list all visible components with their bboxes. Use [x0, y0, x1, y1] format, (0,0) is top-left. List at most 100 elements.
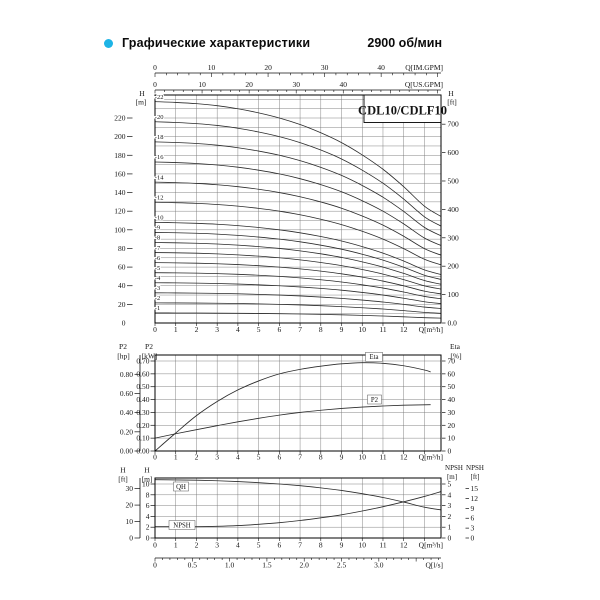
svg-text:4: 4 [236, 325, 240, 334]
svg-text:160: 160 [114, 169, 126, 178]
svg-text:9: 9 [340, 541, 344, 550]
svg-text:-20: -20 [155, 114, 164, 121]
svg-text:-5: -5 [155, 265, 160, 272]
svg-text:80: 80 [118, 244, 126, 253]
svg-text:10: 10 [126, 517, 134, 526]
svg-text:1.0: 1.0 [225, 561, 235, 570]
svg-text:-16: -16 [155, 154, 164, 161]
svg-text:0: 0 [153, 541, 157, 550]
svg-text:0: 0 [471, 534, 475, 543]
svg-text:[m]: [m] [447, 473, 457, 481]
svg-text:9: 9 [471, 504, 475, 513]
svg-text:200: 200 [448, 262, 460, 271]
svg-text:700: 700 [448, 120, 460, 129]
svg-text:20: 20 [118, 300, 126, 309]
svg-text:30: 30 [448, 408, 456, 417]
svg-text:[kW]: [kW] [142, 352, 158, 361]
svg-text:12: 12 [471, 494, 479, 503]
svg-text:10: 10 [208, 63, 216, 72]
svg-text:Q[IM.GPM]: Q[IM.GPM] [405, 63, 443, 72]
page-title: Графические характеристики [122, 36, 311, 50]
svg-text:P2: P2 [119, 342, 127, 351]
header: Графические характеристики 2900 об/мин [0, 35, 600, 53]
svg-text:0.00: 0.00 [120, 447, 133, 456]
svg-text:20: 20 [264, 63, 272, 72]
svg-text:40: 40 [340, 80, 348, 89]
svg-text:P2: P2 [145, 342, 153, 351]
svg-text:5: 5 [257, 541, 261, 550]
svg-text:H: H [144, 466, 150, 475]
svg-text:20: 20 [448, 421, 456, 430]
svg-text:6: 6 [471, 514, 475, 523]
svg-text:600: 600 [448, 148, 460, 157]
svg-text:6: 6 [277, 453, 281, 462]
svg-text:3.0: 3.0 [374, 561, 384, 570]
svg-text:2: 2 [195, 325, 199, 334]
svg-text:2: 2 [195, 453, 199, 462]
svg-text:0.10: 0.10 [136, 434, 149, 443]
bullet-icon [104, 39, 113, 48]
svg-text:4: 4 [236, 541, 240, 550]
svg-text:-22: -22 [155, 94, 164, 101]
svg-text:0.70: 0.70 [136, 357, 149, 366]
svg-text:4: 4 [146, 512, 150, 521]
svg-text:6: 6 [277, 541, 281, 550]
svg-text:12: 12 [400, 453, 408, 462]
svg-text:40: 40 [118, 281, 126, 290]
svg-text:0.20: 0.20 [136, 421, 149, 430]
svg-text:[ft]: [ft] [447, 98, 457, 107]
svg-text:10: 10 [198, 80, 206, 89]
svg-text:H: H [120, 466, 126, 475]
svg-text:40: 40 [448, 395, 456, 404]
svg-text:500: 500 [448, 176, 460, 185]
svg-text:-8: -8 [155, 235, 160, 242]
svg-text:8: 8 [146, 490, 150, 499]
rpm-label: 2900 об/мин [367, 36, 442, 50]
svg-text:4: 4 [236, 453, 240, 462]
svg-text:-4: -4 [155, 275, 161, 282]
svg-text:5: 5 [448, 480, 452, 489]
svg-text:0.30: 0.30 [136, 408, 149, 417]
svg-text:-9: -9 [155, 225, 160, 232]
svg-text:15: 15 [471, 484, 479, 493]
svg-text:H: H [139, 89, 145, 98]
svg-text:-18: -18 [155, 134, 164, 141]
svg-text:0: 0 [153, 561, 157, 570]
svg-text:Eta: Eta [369, 354, 378, 361]
svg-text:60: 60 [118, 263, 126, 272]
svg-text:2: 2 [146, 523, 150, 532]
svg-text:[hp]: [hp] [117, 352, 130, 361]
svg-text:10: 10 [142, 480, 150, 489]
svg-text:5: 5 [257, 453, 261, 462]
svg-text:0.50: 0.50 [136, 382, 149, 391]
svg-text:[ft]: [ft] [118, 475, 128, 484]
svg-text:30: 30 [321, 63, 329, 72]
svg-text:10: 10 [448, 434, 456, 443]
svg-text:120: 120 [114, 207, 126, 216]
svg-text:180: 180 [114, 151, 126, 160]
svg-text:10: 10 [358, 325, 366, 334]
svg-text:11: 11 [379, 453, 386, 462]
svg-text:8: 8 [319, 453, 323, 462]
svg-text:2.5: 2.5 [337, 561, 347, 570]
svg-text:5: 5 [257, 325, 261, 334]
svg-text:11: 11 [379, 541, 386, 550]
svg-text:[m]: [m] [136, 98, 147, 107]
svg-text:20: 20 [245, 80, 253, 89]
svg-text:0.60: 0.60 [136, 369, 149, 378]
svg-text:-12: -12 [155, 194, 164, 201]
svg-text:-6: -6 [155, 255, 161, 262]
chart-head: 0 10 20 30 40 Q[IM.GPM]0 10 20 30 40 Q[US.GPM]CDL1… [114, 63, 459, 334]
svg-text:P2: P2 [371, 397, 379, 404]
svg-text:-1: -1 [155, 305, 160, 312]
svg-text:0.40: 0.40 [120, 408, 133, 417]
svg-text:1: 1 [448, 523, 452, 532]
svg-text:NPSH: NPSH [173, 522, 190, 529]
svg-text:0.00: 0.00 [136, 447, 149, 456]
svg-text:20: 20 [126, 501, 134, 510]
svg-text:[ft]: [ft] [471, 473, 480, 481]
svg-text:0.20: 0.20 [120, 427, 133, 436]
svg-text:3: 3 [471, 524, 475, 533]
